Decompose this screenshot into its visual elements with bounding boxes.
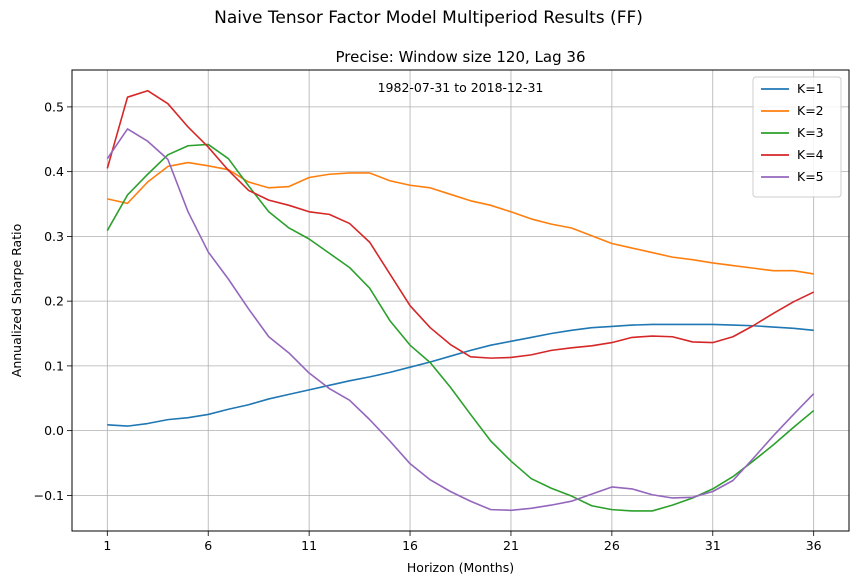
y-tick-label: 0.4 <box>44 164 64 179</box>
series-line-k3 <box>106 143 815 512</box>
tick-layer: 1 6 11 16 21 26 31 36−0.10.00.10.20.30.40.5 <box>34 99 822 553</box>
y-tick-label: 0.0 <box>44 423 64 438</box>
date-range-annotation: 1982-07-31 to 2018-12-31 <box>378 80 544 95</box>
x-tick-label: 21 <box>503 538 519 553</box>
x-tick-label: 36 <box>806 538 822 553</box>
y-tick-label: −0.1 <box>34 488 64 503</box>
legend-label: K=1 <box>797 81 824 96</box>
y-tick-label: 0.1 <box>44 358 64 373</box>
x-tick-label: 26 <box>604 538 620 553</box>
y-axis-label: Annualized Sharpe Ratio <box>9 224 24 377</box>
x-tick-label: 6 <box>204 538 212 553</box>
x-tick-label: 1 <box>103 538 111 553</box>
x-tick-label: 11 <box>301 538 317 553</box>
y-tick-label: 0.3 <box>44 229 64 244</box>
legend: K=1 K=2 K=3 K=4 K=5 <box>752 76 842 198</box>
y-tick-label: 0.2 <box>44 294 64 309</box>
series-layer <box>106 89 815 512</box>
legend-label: K=3 <box>797 125 824 140</box>
series-line-k2 <box>107 161 814 275</box>
chart-title: Precise: Window size 120, Lag 36 <box>336 48 586 66</box>
legend-label: K=4 <box>797 147 824 162</box>
legend-box <box>752 76 842 198</box>
legend-label: K=2 <box>797 103 824 118</box>
series-line-k4 <box>106 89 815 359</box>
figure-suptitle: Naive Tensor Factor Model Multiperiod Re… <box>214 8 643 28</box>
x-axis-label: Horizon (Months) <box>407 560 514 575</box>
y-tick-label: 0.5 <box>44 99 64 114</box>
x-tick-label: 16 <box>402 538 418 553</box>
series-line-k5 <box>106 128 815 512</box>
series-line-k1 <box>107 323 814 427</box>
grid-layer <box>72 70 849 531</box>
x-tick-label: 31 <box>705 538 721 553</box>
legend-label: K=5 <box>797 169 824 184</box>
plot-frame <box>71 69 850 532</box>
